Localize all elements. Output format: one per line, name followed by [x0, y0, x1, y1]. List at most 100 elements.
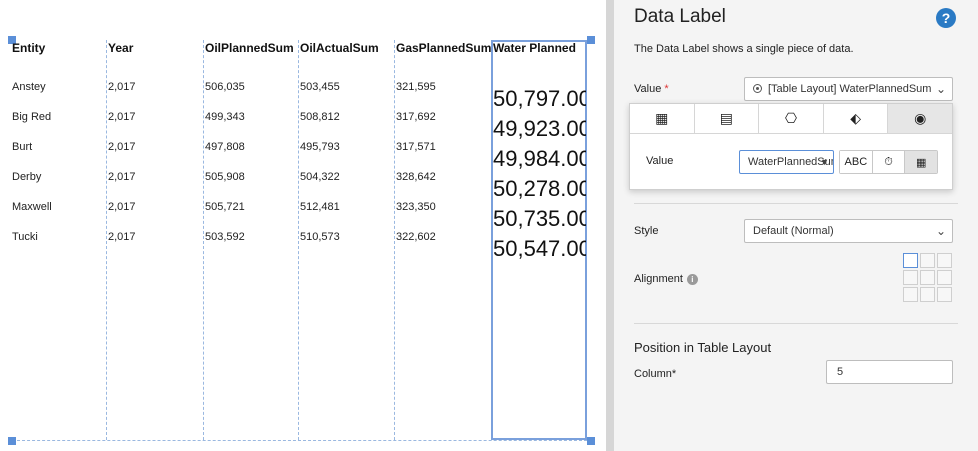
cell-oil-planned: 503,592 [205, 231, 245, 243]
style-select[interactable]: Default (Normal) ⌄ [744, 219, 953, 243]
cell-year: 2,017 [108, 111, 136, 123]
column-guide [203, 40, 204, 440]
value-label: Value * [634, 83, 669, 95]
cell-entity: Tucki [12, 231, 38, 243]
cell-entity: Anstey [12, 81, 46, 93]
align-middle-center[interactable] [920, 270, 935, 285]
chevron-down-icon: ⌄ [935, 224, 946, 238]
cell-oil-actual: 503,455 [300, 81, 340, 93]
target-icon [753, 84, 762, 93]
divider [634, 203, 958, 204]
cell-water-planned: 49,984.00 [493, 146, 586, 171]
tab-network[interactable]: ⎔ [759, 104, 824, 133]
position-section-title: Position in Table Layout [634, 340, 772, 355]
popup-value-label: Value [646, 155, 674, 167]
source-tabs: ▦ ▤ ⎔ ⬖ ◉ [630, 104, 952, 134]
cell-water-planned: 50,547.00 [493, 236, 586, 261]
align-middle-left[interactable] [903, 270, 918, 285]
header-oil-actual: OilActualSum [300, 41, 379, 55]
panel-splitter[interactable] [606, 0, 614, 451]
cell-year: 2,017 [108, 81, 136, 93]
cell-oil-planned: 497,808 [205, 141, 245, 153]
cell-water-planned: 50,278.00 [493, 176, 586, 201]
header-year: Year [108, 41, 134, 55]
resize-handle-top-left[interactable] [8, 36, 16, 44]
panel-description: The Data Label shows a single piece of d… [634, 43, 854, 55]
cell-gas-planned: 328,642 [396, 171, 436, 183]
cell-oil-actual: 510,573 [300, 231, 340, 243]
tab-tag[interactable]: ⬖ [824, 104, 889, 133]
align-bottom-right[interactable] [937, 287, 952, 302]
align-bottom-left[interactable] [903, 287, 918, 302]
cell-oil-planned: 506,035 [205, 81, 245, 93]
cell-water-planned: 50,797.00 [493, 86, 586, 111]
alignment-label: Alignment i [634, 273, 698, 285]
tab-target[interactable]: ◉ [888, 104, 952, 133]
tab-table[interactable]: ▦ [630, 104, 695, 133]
divider [634, 323, 958, 324]
column-guide [298, 40, 299, 440]
cell-entity: Big Red [12, 111, 52, 123]
selected-data-label-column[interactable] [491, 40, 587, 440]
cell-water-planned: 49,923.00 [493, 116, 586, 141]
tab-calculator[interactable]: ▤ [695, 104, 760, 133]
cell-gas-planned: 321,595 [396, 81, 436, 93]
table-bottom-guide [12, 440, 592, 441]
properties-panel: Data Label ? The Data Label shows a sing… [614, 0, 978, 451]
align-bottom-center[interactable] [920, 287, 935, 302]
cell-oil-planned: 505,908 [205, 171, 245, 183]
cell-gas-planned: 322,602 [396, 231, 436, 243]
cell-year: 2,017 [108, 171, 136, 183]
style-label: Style [634, 225, 659, 237]
cell-entity: Derby [12, 171, 42, 183]
header-gas-planned: GasPlannedSum [396, 41, 492, 55]
cell-entity: Burt [12, 141, 33, 153]
field-mode-button[interactable]: ▦ [905, 151, 938, 173]
cell-gas-planned: 323,350 [396, 201, 436, 213]
style-select-text: Default (Normal) [753, 225, 834, 237]
header-oil-planned: OilPlannedSum [205, 41, 294, 55]
resize-handle-top-right[interactable] [587, 36, 595, 44]
chevron-down-icon: ⌄ [935, 82, 946, 96]
value-select[interactable]: [Table Layout] WaterPlannedSum ⌄ [744, 77, 953, 101]
header-water-planned: Water Planned [493, 41, 576, 55]
required-mark: * [664, 83, 669, 95]
column-guide [106, 40, 107, 440]
network-icon: ⎔ [784, 110, 798, 126]
cell-gas-planned: 317,571 [396, 141, 436, 153]
cell-oil-actual: 512,481 [300, 201, 340, 213]
cell-oil-planned: 505,721 [205, 201, 245, 213]
cell-oil-planned: 499,343 [205, 111, 245, 123]
align-top-center[interactable] [920, 253, 935, 268]
cell-oil-actual: 495,793 [300, 141, 340, 153]
value-source-popup: ▦ ▤ ⎔ ⬖ ◉ Value WaterPlannedSum ▼ ABC ⏱ … [629, 103, 953, 190]
help-icon[interactable]: ? [936, 8, 956, 28]
popup-value-select-text: WaterPlannedSum [748, 156, 834, 168]
value-select-text: [Table Layout] WaterPlannedSum [768, 83, 932, 95]
cell-gas-planned: 317,692 [396, 111, 436, 123]
tag-icon: ⬖ [850, 110, 861, 126]
cell-year: 2,017 [108, 141, 136, 153]
panel-title: Data Label [634, 6, 726, 27]
target-icon: ◉ [914, 110, 927, 126]
resize-handle-bottom-left[interactable] [8, 437, 16, 445]
cell-oil-actual: 508,812 [300, 111, 340, 123]
cell-year: 2,017 [108, 231, 136, 243]
info-icon[interactable]: i [686, 274, 698, 285]
text-mode-button[interactable]: ABC [840, 151, 873, 173]
column-input[interactable]: 5 [826, 360, 953, 384]
align-middle-right[interactable] [937, 270, 952, 285]
column-label: Column* [634, 368, 677, 380]
align-top-right[interactable] [937, 253, 952, 268]
cell-year: 2,017 [108, 201, 136, 213]
report-canvas[interactable]: Entity Year OilPlannedSum OilActualSum G… [0, 0, 606, 451]
timer-mode-button[interactable]: ⏱ [872, 151, 906, 173]
calculator-icon: ▤ [719, 110, 733, 126]
popup-value-select[interactable]: WaterPlannedSum ▼ [739, 150, 834, 174]
table-icon: ▦ [655, 110, 669, 126]
resize-handle-bottom-right[interactable] [587, 437, 595, 445]
header-entity: Entity [12, 41, 46, 55]
column-guide [394, 40, 395, 440]
align-top-left[interactable] [903, 253, 918, 268]
alignment-grid [903, 253, 953, 303]
